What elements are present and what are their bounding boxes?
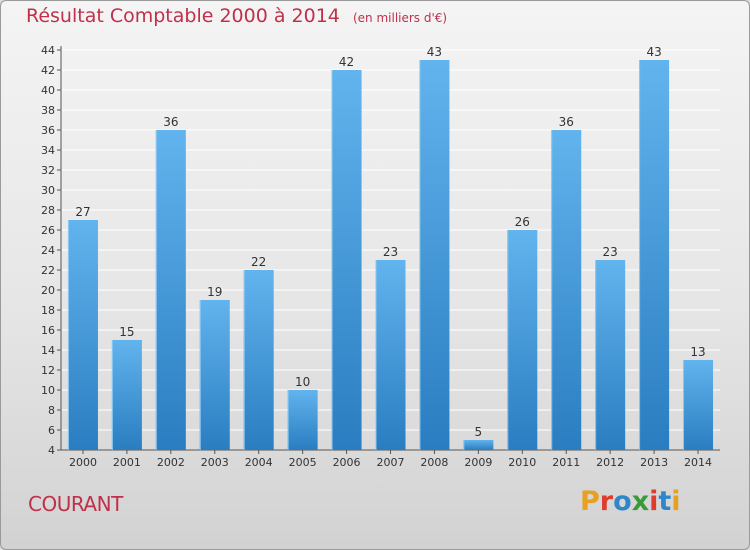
x-tick-label: 2013 xyxy=(640,456,668,469)
x-tick-label: 2012 xyxy=(596,456,624,469)
y-tick-label: 18 xyxy=(41,304,55,317)
y-tick-label: 6 xyxy=(48,424,55,437)
y-tick-label: 12 xyxy=(41,364,55,377)
bar-2002 xyxy=(155,130,186,450)
y-tick-label: 42 xyxy=(41,64,55,77)
commune-name: COURANT xyxy=(28,492,123,516)
y-tick-label: 36 xyxy=(41,124,55,137)
bar-value-label: 43 xyxy=(427,45,442,59)
chart-title-main: Résultat Comptable 2000 à 2014 xyxy=(26,5,340,27)
logo-letter: t xyxy=(658,486,672,517)
bar-value-label: 23 xyxy=(603,245,618,259)
y-tick-label: 28 xyxy=(41,204,55,217)
bar-2000 xyxy=(67,220,98,450)
y-tick-label: 14 xyxy=(41,344,55,357)
y-tick-label: 8 xyxy=(48,404,55,417)
x-tick-label: 2006 xyxy=(333,456,361,469)
y-tick-label: 40 xyxy=(41,84,55,97)
bar-value-label: 27 xyxy=(75,205,90,219)
y-tick-label: 4 xyxy=(48,444,55,457)
y-tick-label: 44 xyxy=(41,44,55,57)
bar-2003 xyxy=(199,300,230,450)
labels: 27 2000 15 2001 36 2002 19 2003 22 2004 10 2005 42 20… xyxy=(69,45,712,469)
y-tick-label: 34 xyxy=(41,144,55,157)
bar-2010 xyxy=(507,230,538,450)
bar-2005 xyxy=(287,390,318,450)
y-tick-label: 32 xyxy=(41,164,55,177)
x-tick-label: 2001 xyxy=(113,456,141,469)
y-tick-label: 38 xyxy=(41,104,55,117)
bar-value-label: 19 xyxy=(207,285,222,299)
bars xyxy=(67,60,714,450)
y-tick-label: 22 xyxy=(41,264,55,277)
logo-letter: r xyxy=(599,486,614,517)
logo-letter: o xyxy=(613,486,632,517)
x-tick-label: 2004 xyxy=(245,456,273,469)
y-tick-label: 26 xyxy=(41,224,55,237)
bar-value-label: 42 xyxy=(339,55,354,69)
logo-letter: P xyxy=(580,486,600,517)
logo-letter: i xyxy=(649,486,659,517)
bar-2008 xyxy=(419,60,450,450)
proxiti-logo: Proxiti xyxy=(580,486,681,517)
bar-2014 xyxy=(683,360,714,450)
chart-title: Résultat Comptable 2000 à 2014 (en milli… xyxy=(26,5,447,27)
bar-value-label: 26 xyxy=(515,215,530,229)
bar-2013 xyxy=(639,60,670,450)
bar-2001 xyxy=(111,340,142,450)
x-tick-label: 2003 xyxy=(201,456,229,469)
bar-value-label: 10 xyxy=(295,375,310,389)
y-tick-label: 30 xyxy=(41,184,55,197)
y-tick-label: 16 xyxy=(41,324,55,337)
logo-letter: i xyxy=(671,486,681,517)
x-tick-label: 2010 xyxy=(508,456,536,469)
bar-value-label: 36 xyxy=(163,115,178,129)
bar-value-label: 15 xyxy=(119,325,134,339)
x-tick-label: 2002 xyxy=(157,456,185,469)
y-tick-label: 10 xyxy=(41,384,55,397)
x-tick-label: 2014 xyxy=(684,456,712,469)
y-tick-label: 24 xyxy=(41,244,55,257)
x-tick-label: 2011 xyxy=(552,456,580,469)
logo-letter: x xyxy=(631,486,650,517)
bar-value-label: 5 xyxy=(475,425,483,439)
x-tick-label: 2007 xyxy=(377,456,405,469)
bar-2009 xyxy=(463,440,494,450)
bar-value-label: 43 xyxy=(646,45,661,59)
bar-2006 xyxy=(331,70,362,450)
bar-value-label: 13 xyxy=(690,345,705,359)
x-tick-label: 2008 xyxy=(420,456,448,469)
bar-value-label: 36 xyxy=(559,115,574,129)
x-tick-label: 2000 xyxy=(69,456,97,469)
x-tick-label: 2005 xyxy=(289,456,317,469)
y-tick-label: 20 xyxy=(41,284,55,297)
chart-title-unit: (en milliers d'€) xyxy=(352,11,448,25)
bar-value-label: 23 xyxy=(383,245,398,259)
bar-value-label: 22 xyxy=(251,255,266,269)
bar-2011 xyxy=(551,130,582,450)
bar-2004 xyxy=(243,270,274,450)
x-tick-label: 2009 xyxy=(464,456,492,469)
bar-2007 xyxy=(375,260,406,450)
bar-2012 xyxy=(595,260,626,450)
